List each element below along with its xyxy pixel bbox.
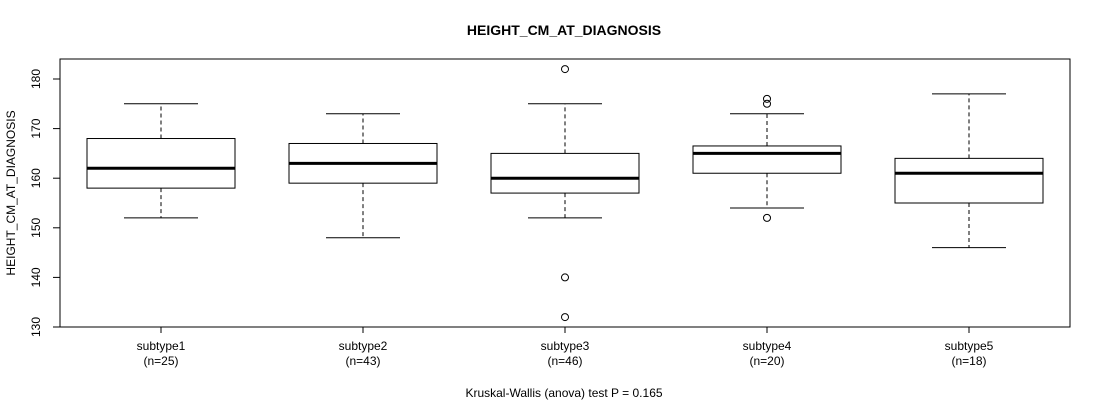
outlier-point (561, 65, 569, 74)
y-tick-label: 180 (29, 69, 43, 89)
category-n-label: (n=18) (951, 354, 986, 368)
outlier-point (561, 313, 569, 322)
y-tick-label: 170 (29, 118, 43, 138)
iqr-box (894, 157, 1044, 204)
category-n-label: (n=43) (345, 354, 380, 368)
category-labels: subtype1(n=25) subtype2(n=43) subtype3(n=4… (137, 327, 994, 368)
category-label: subtype5 (945, 339, 994, 353)
iqr-box (490, 152, 640, 194)
outlier-point (763, 213, 771, 222)
boxes-group (86, 65, 1044, 322)
box-subtype4 (692, 94, 842, 222)
box-subtype5 (894, 93, 1044, 249)
category-n-label: (n=20) (749, 354, 784, 368)
y-tick-label: 130 (29, 317, 43, 337)
category-n-label: (n=25) (143, 354, 178, 368)
y-tick-label: 140 (29, 267, 43, 287)
iqr-box (86, 138, 236, 189)
y-tick-label: 160 (29, 168, 43, 188)
outlier-point (763, 99, 771, 108)
test-p-value-note: Kruskal-Wallis (anova) test P = 0.165 (465, 386, 662, 400)
chart-title: HEIGHT_CM_AT_DIAGNOSIS (467, 22, 661, 38)
box-subtype2 (288, 113, 438, 239)
category-n-label: (n=46) (547, 354, 582, 368)
y-axis-ticks: 130 140 150 160 170 180 (29, 69, 60, 337)
outlier-point (561, 273, 569, 282)
category-label: subtype2 (339, 339, 388, 353)
box-subtype3 (490, 65, 640, 322)
y-tick-label: 150 (29, 217, 43, 237)
category-label: subtype4 (743, 339, 792, 353)
iqr-box (692, 145, 842, 174)
outlier-point (763, 94, 771, 103)
y-axis-label: HEIGHT_CM_AT_DIAGNOSIS (4, 110, 18, 275)
box-subtype1 (86, 103, 236, 219)
category-label: subtype3 (541, 339, 590, 353)
category-label: subtype1 (137, 339, 186, 353)
